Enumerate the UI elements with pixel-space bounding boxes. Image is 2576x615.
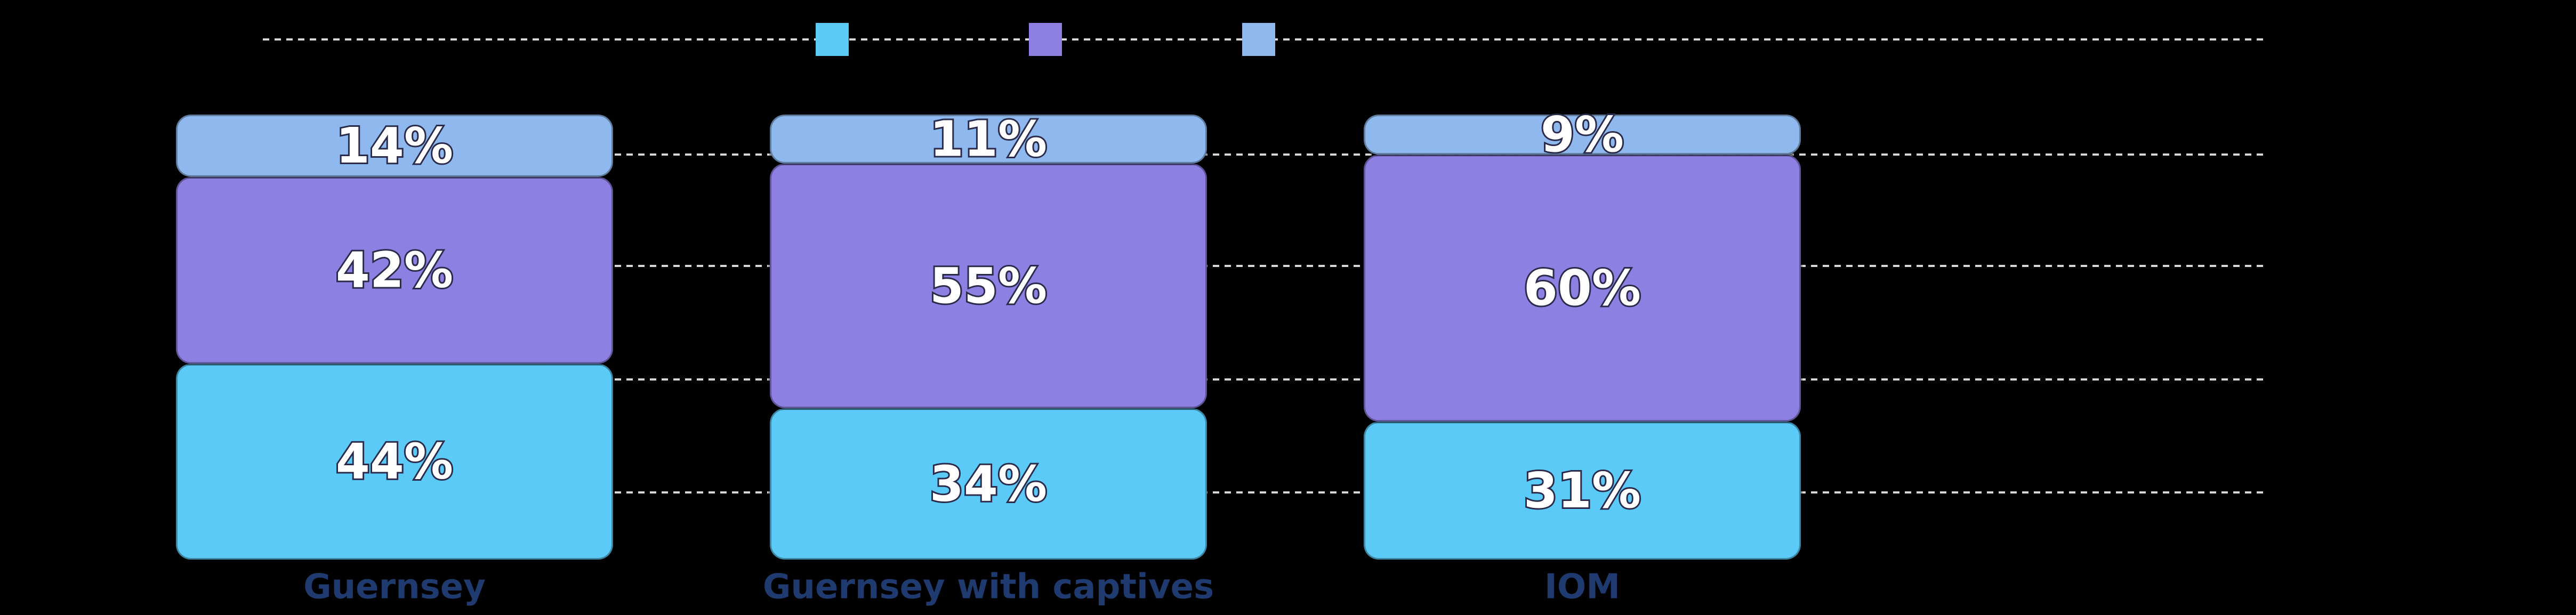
x-tick-label: Guernsey with captives bbox=[763, 568, 1214, 607]
bar-segment bbox=[768, 113, 1209, 165]
legend-swatch bbox=[816, 23, 849, 56]
x-tick-label: Guernsey bbox=[303, 568, 486, 607]
legend-swatch bbox=[1242, 23, 1275, 56]
x-tick-label: IOM bbox=[1544, 568, 1620, 607]
value-label: 31% bbox=[1524, 462, 1641, 519]
value-label: 42% bbox=[336, 242, 453, 299]
value-label: 44% bbox=[336, 433, 453, 490]
value-label: 14% bbox=[336, 117, 453, 174]
value-label: 60% bbox=[1524, 260, 1641, 317]
bar-segment bbox=[174, 113, 615, 179]
bar-segment bbox=[1362, 113, 1802, 157]
value-label: 55% bbox=[930, 257, 1047, 314]
legend-swatch bbox=[1029, 23, 1062, 56]
value-label: 34% bbox=[930, 455, 1047, 512]
value-label: 11% bbox=[930, 110, 1047, 167]
value-label: 9% bbox=[1541, 106, 1624, 163]
